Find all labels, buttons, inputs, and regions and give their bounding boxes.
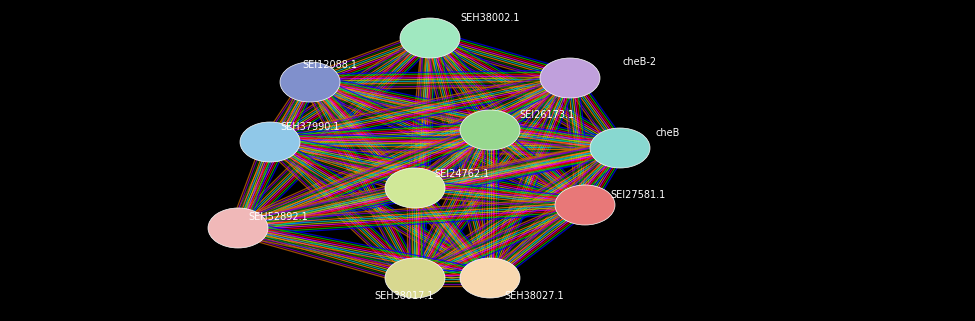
Ellipse shape — [208, 208, 268, 248]
Ellipse shape — [240, 122, 300, 162]
Text: SEH38017.1: SEH38017.1 — [374, 291, 434, 301]
Ellipse shape — [540, 58, 600, 98]
Ellipse shape — [385, 258, 445, 298]
Text: SEI26173.1: SEI26173.1 — [520, 110, 574, 120]
Ellipse shape — [400, 18, 460, 58]
Text: SEI24762.1: SEI24762.1 — [435, 169, 489, 179]
Text: SEI12088.1: SEI12088.1 — [302, 60, 358, 70]
Text: cheB: cheB — [656, 128, 681, 138]
Ellipse shape — [555, 185, 615, 225]
Text: SEH38027.1: SEH38027.1 — [504, 291, 564, 301]
Ellipse shape — [460, 258, 520, 298]
Text: SEH52892.1: SEH52892.1 — [248, 212, 308, 222]
Ellipse shape — [280, 62, 340, 102]
Text: SEH37990.1: SEH37990.1 — [280, 122, 339, 132]
Text: SEI27581.1: SEI27581.1 — [610, 190, 666, 200]
Text: SEH38002.1: SEH38002.1 — [460, 13, 520, 23]
Ellipse shape — [385, 168, 445, 208]
Text: cheB-2: cheB-2 — [623, 57, 657, 67]
Ellipse shape — [460, 110, 520, 150]
Ellipse shape — [590, 128, 650, 168]
